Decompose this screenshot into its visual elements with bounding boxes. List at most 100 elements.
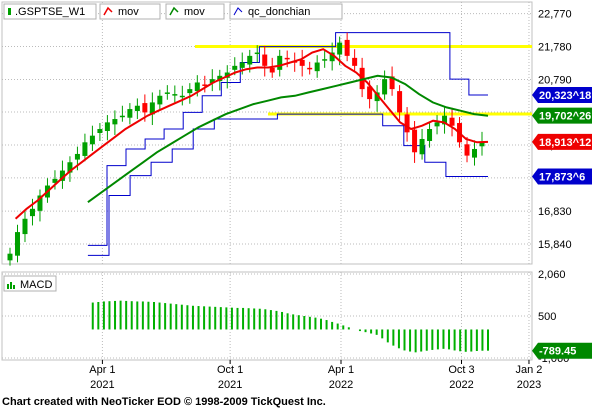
candle-body [404, 114, 410, 133]
red-moving-average [14, 48, 489, 220]
macd-legend: MACD [3, 275, 57, 292]
candle-body [119, 115, 125, 118]
x-tick-label: Apr 1 [328, 364, 354, 376]
candle-body [239, 62, 245, 68]
x-tick-label: Oct 1 [217, 364, 243, 376]
candle-body [82, 142, 88, 156]
macd-badge: -789.45 [532, 342, 592, 359]
donchian-high-badge: 20,323^18 [532, 87, 592, 104]
green-line-icon [169, 6, 179, 16]
candle-body [269, 67, 275, 73]
candle-body [134, 105, 140, 112]
moving-averages [14, 48, 489, 220]
candle-body [22, 218, 28, 235]
legend-item-box[interactable] [229, 3, 343, 20]
candle-body [194, 82, 200, 92]
candle-body [449, 117, 455, 126]
green-moving-average [87, 74, 489, 204]
x-tick-label: Oct 3 [448, 364, 474, 376]
candle-body [397, 91, 403, 113]
candle-body [412, 129, 418, 153]
candle-body [464, 144, 470, 156]
y-tick-label: 22,770 [538, 9, 572, 21]
candle-body [382, 79, 388, 95]
legend: .GSPTSE_W1 mov mov qc_donchian [3, 3, 343, 20]
y-tick-label: 500 [538, 311, 556, 323]
candle-body [367, 86, 373, 100]
legend-label: mov [118, 6, 139, 18]
candle-body [52, 178, 58, 183]
legend-label: mov [184, 6, 205, 18]
candle-body [74, 153, 80, 160]
legend-label: .GSPTSE_W1 [15, 6, 85, 18]
x-axis: Apr 1 2021 Oct 1 2021 Apr 1 2022 Oct 3 2022 Jan … [89, 360, 542, 391]
candle-body [434, 122, 440, 127]
candle-body [352, 57, 358, 66]
x-tick-label: Apr 1 [89, 364, 115, 376]
macd-badge-bg [532, 342, 592, 359]
legend-label: qc_donchian [248, 6, 310, 18]
y-tick-label: 2,060 [538, 269, 566, 281]
candlestick-icon [8, 8, 11, 15]
candle-body [314, 62, 320, 72]
legend-item-box[interactable] [3, 275, 57, 292]
candle-body [479, 141, 485, 147]
macd-histogram [91, 300, 489, 353]
candle-body [209, 79, 215, 84]
candle-body [164, 92, 170, 94]
candle-body [89, 135, 95, 145]
candle-body [344, 39, 350, 56]
y-tick-label: 20,790 [538, 74, 572, 86]
candle-body [202, 84, 208, 86]
legend-item-box[interactable] [99, 3, 161, 20]
candle-body [187, 89, 193, 94]
green-ma-badge: 19,702^26 [532, 107, 592, 124]
candle-body [217, 75, 223, 82]
candle-body [247, 55, 253, 65]
candle-body [284, 57, 290, 60]
legend-item-box[interactable] [165, 3, 225, 20]
red-ma-badge-text: 18,913^12 [539, 137, 591, 149]
x-tick-label: 2023 [517, 379, 541, 391]
candle-body [442, 115, 448, 125]
histogram-icon [13, 285, 15, 289]
donchian-low-badge-text: 17,873^6 [539, 171, 585, 183]
candle-body [299, 59, 305, 66]
candle-body [37, 195, 43, 211]
y-tick-label: 16,830 [538, 206, 572, 218]
value-badges: 20,323^18 19,702^26 18,913^12 17,873^6 -789.… [532, 87, 592, 359]
candle-body [104, 122, 110, 132]
x-tick-label: Jan 2 [516, 364, 543, 376]
green-ma-badge-text: 19,702^26 [539, 111, 591, 123]
green-ma-badge-bg [532, 107, 592, 124]
x-tick-label: 2022 [449, 379, 473, 391]
candle-body [14, 232, 20, 256]
candle-body [67, 162, 73, 173]
donchian-low-badge-bg [532, 168, 592, 185]
candle-body [112, 119, 118, 125]
y-tick-label: 21,780 [538, 42, 572, 54]
legend-item-box[interactable] [3, 3, 97, 20]
candle-body [7, 253, 13, 261]
candle-body [172, 94, 178, 96]
candle-body [419, 138, 425, 155]
donchian-low-badge: 17,873^6 [532, 168, 592, 185]
candle-body [157, 95, 163, 105]
candle-body [127, 109, 133, 118]
candle-body [97, 129, 103, 134]
candle-body [472, 148, 478, 158]
blue-line-icon [233, 7, 243, 16]
red-ma-badge: 18,913^12 [532, 133, 592, 150]
x-tick-label: 2021 [218, 379, 242, 391]
candle-body [262, 54, 268, 66]
histogram-icon [7, 284, 9, 289]
candle-body [59, 170, 65, 181]
macd-label: MACD [20, 279, 52, 291]
candle-body [277, 55, 283, 70]
red-ma-badge-bg [532, 133, 592, 150]
candle-body [337, 42, 343, 55]
candle-body [29, 208, 35, 217]
donchian-high-badge-bg [532, 87, 592, 104]
candle-body [322, 59, 328, 61]
